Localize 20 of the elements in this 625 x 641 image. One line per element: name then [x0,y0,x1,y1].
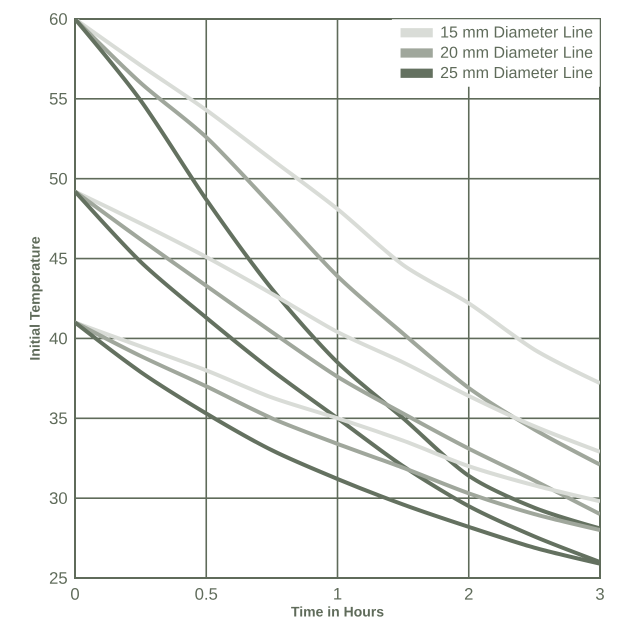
x-tick-label: 2 [464,588,473,600]
y-tick-label: 55 [50,93,67,105]
legend-label: 15 mm Diameter Line [441,26,592,38]
line-series [75,189,600,454]
y-axis-title: Initial Temperature [30,236,43,360]
y-tick-label: 40 [49,332,67,344]
legend-label: 20 mm Diameter Line [440,46,592,58]
y-tick-label: 60 [50,13,67,25]
x-tick-label: 1 [334,588,342,600]
y-tick-label: 30 [50,492,67,504]
y-tick-label: 35 [50,412,67,424]
x-tick-label: 0.5 [195,588,218,600]
y-tick-label: 45 [49,252,67,264]
x-axis-title: Time in Hours [291,606,384,617]
legend-label: 25 mm Diameter Line [440,66,592,78]
y-tick-label: 25 [50,572,67,584]
line-series [75,18,600,386]
x-tick-label: 3 [596,588,604,600]
x-tick-label: 0 [71,588,79,600]
y-tick-label: 50 [50,172,67,185]
